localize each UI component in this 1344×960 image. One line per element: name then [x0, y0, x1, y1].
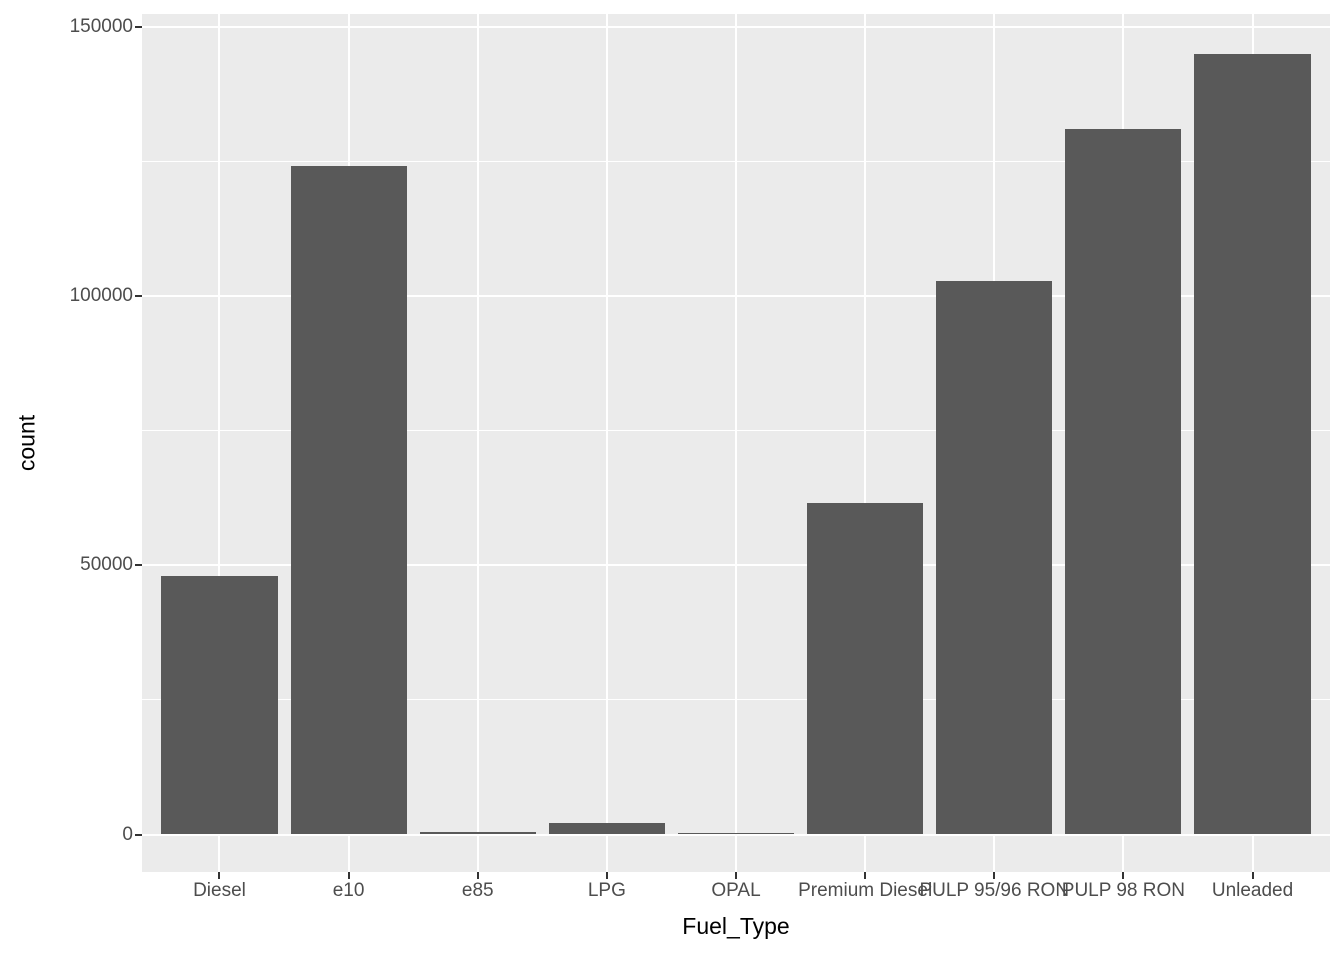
bar-lpg — [548, 823, 665, 835]
y-tick-label-50000: 50000 — [80, 554, 133, 576]
x-tick-label-8: Unleaded — [1211, 880, 1294, 901]
major-gridline-x-0 — [218, 14, 221, 872]
x-tick-mark-1 — [347, 872, 350, 879]
x-tick-label-4: OPAL — [711, 880, 761, 901]
x-tick-mark-4 — [735, 872, 737, 879]
x-tick-mark-2 — [476, 872, 479, 879]
x-tick-mark-5 — [864, 872, 867, 879]
x-tick-label-0: Diesel — [193, 880, 246, 901]
y-tick-mark-150000 — [135, 26, 142, 28]
major-gridline-x-4 — [735, 14, 737, 872]
x-tick-label-3: LPG — [587, 880, 626, 901]
x-tick-label-7: PULP 98 RON — [1061, 880, 1185, 901]
y-tick-label-150000: 150000 — [69, 16, 133, 37]
plot-panel — [142, 14, 1330, 872]
bar-pulp-98-ron — [1065, 129, 1182, 835]
y-tick-mark-0 — [135, 833, 142, 836]
x-tick-label-2: e85 — [461, 880, 494, 901]
bar-opal — [677, 832, 795, 835]
x-tick-label-1: e10 — [332, 880, 365, 901]
x-tick-mark-6 — [993, 872, 996, 879]
x-tick-label-5: Premium Diesel — [798, 880, 933, 901]
x-axis-title: Fuel_Type — [682, 913, 790, 939]
major-gridline-x-3 — [605, 14, 608, 872]
y-axis-title: count — [13, 414, 40, 472]
bar-unleaded — [1194, 53, 1311, 835]
x-tick-mark-0 — [218, 872, 221, 879]
x-tick-mark-3 — [605, 872, 608, 879]
y-tick-label-0: 0 — [122, 823, 133, 845]
x-tick-mark-7 — [1122, 872, 1125, 879]
x-tick-label-6: PULP 95/96 RON — [919, 880, 1070, 901]
x-tick-mark-8 — [1251, 872, 1254, 879]
y-tick-mark-100000 — [135, 295, 142, 298]
major-gridline-x-5 — [864, 14, 867, 872]
bar-pulp-95-96-ron — [936, 281, 1053, 835]
bar-premium-diesel — [807, 503, 924, 835]
bar-e85 — [419, 831, 536, 835]
major-gridline-x-2 — [476, 14, 479, 872]
y-tick-label-100000: 100000 — [69, 285, 133, 307]
bar-diesel — [161, 576, 278, 835]
bar-e10 — [290, 165, 407, 835]
y-tick-mark-50000 — [135, 564, 142, 567]
